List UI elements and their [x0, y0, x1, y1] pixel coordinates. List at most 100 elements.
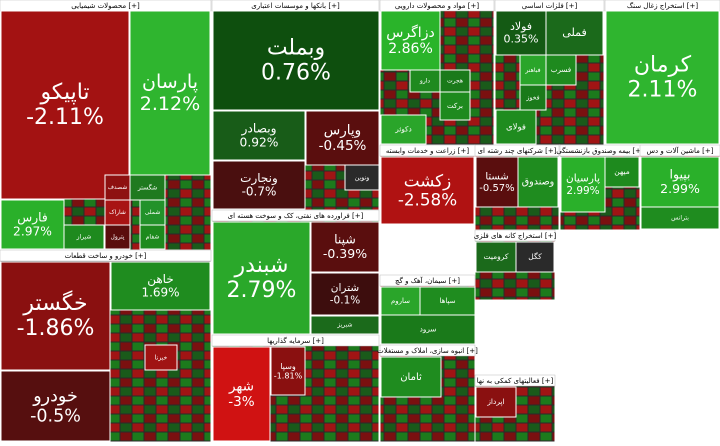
cell	[63, 224, 105, 250]
sector-title: فعالیتهای کمکی به نها [+]	[477, 377, 554, 385]
cell	[0, 199, 65, 250]
cell	[419, 286, 476, 316]
cell-name: فولاد	[510, 20, 532, 33]
cell	[545, 10, 604, 56]
cell-name: سرود	[420, 325, 437, 334]
cell-name: وسپا	[280, 361, 296, 371]
cell	[605, 10, 720, 145]
cell-name: فباهنر	[524, 67, 540, 74]
cell	[380, 356, 442, 398]
sector-title: استخراج کانه های فلزی [+]	[474, 232, 557, 240]
sector-title: بانکها و موسسات اعتباری [+]	[251, 2, 340, 10]
cell	[212, 346, 271, 442]
cell-name: فخوز	[525, 95, 539, 102]
sector-header	[211, 209, 380, 222]
cell-name: میهن	[614, 167, 629, 176]
cell-name: شملی	[145, 209, 160, 216]
cell	[475, 386, 517, 418]
cell	[380, 156, 475, 225]
cell	[475, 241, 517, 273]
cell-name: تاپیکو	[39, 80, 89, 105]
cell	[380, 10, 441, 71]
cell-name: شبندر	[234, 253, 289, 278]
cell-name: بپیوا	[670, 167, 691, 183]
cell-name: کرمان	[634, 52, 692, 77]
cell	[212, 160, 306, 210]
cell-name: شتران	[331, 282, 359, 294]
cell-name: ونوین	[355, 175, 369, 182]
cell-change: -2.58%	[398, 190, 457, 210]
cell-change: -0.5%	[30, 407, 81, 427]
cell	[495, 109, 537, 145]
cell	[310, 315, 380, 335]
cell-change: 2.86%	[388, 41, 433, 57]
cell-name: زکشت	[404, 170, 451, 190]
cell	[310, 221, 380, 273]
cell	[212, 110, 306, 161]
cell-change: -0.57%	[479, 183, 514, 194]
cell-name: کروميت	[484, 252, 509, 261]
cell-change: 0.76%	[261, 61, 331, 86]
sector-title: فلزات اساسی [+]	[522, 2, 578, 10]
cell-name: خگستر	[22, 290, 87, 316]
cell-name: سپاها	[440, 297, 456, 305]
cell	[517, 156, 559, 208]
cell-name: شهر	[228, 379, 254, 395]
cell-change: 0.35%	[504, 33, 539, 46]
cell	[144, 344, 178, 371]
cell	[0, 10, 130, 200]
cell	[270, 346, 306, 396]
sector-title: فراورده های نفتی، کک و سوخت هسته ای [+]	[228, 212, 364, 220]
cell	[439, 91, 471, 121]
cell-name: پارسیان	[566, 173, 600, 185]
cell-change: 2.11%	[628, 78, 698, 103]
cell	[344, 164, 380, 191]
cell	[519, 84, 547, 111]
cell-change: -2.11%	[26, 105, 104, 130]
cell	[129, 10, 211, 176]
cell-change: 2.79%	[227, 278, 297, 303]
sector-title: سرمایه گذاریها [+]	[267, 336, 324, 345]
sector-header	[474, 229, 556, 242]
cell-name: دزاگرس	[386, 24, 434, 41]
cell-name: وپارس	[324, 123, 361, 139]
cell-name: وبصادر	[240, 121, 276, 136]
cell-name: فملی	[562, 26, 586, 39]
cell-name: خاهن	[147, 272, 174, 287]
cell	[212, 221, 311, 335]
sector-title: محصولات شیمیایی [+]	[71, 2, 140, 10]
cell-name: وصندوق	[522, 177, 555, 188]
cell-name: خبرنا	[155, 355, 168, 362]
cell-name: ساروم	[391, 297, 410, 305]
cell-name: شیراز	[76, 234, 92, 241]
cell-change: 2.99%	[660, 181, 700, 196]
cell	[0, 261, 111, 371]
sector-title: زراعت و خدمات وابسته [+]	[386, 147, 469, 155]
sector-title: خودرو و ساخت قطعات [+]	[65, 252, 147, 260]
cell-name: وبملت	[267, 35, 325, 60]
sector-title: مواد و محصولات دارویی [+]	[395, 2, 479, 10]
cell-change: -3%	[228, 394, 255, 410]
cell-name: شستا	[485, 172, 508, 183]
cell-name: شپنا	[334, 232, 356, 247]
cell	[519, 54, 547, 86]
cell-name: هجرت	[447, 78, 463, 85]
cell	[560, 156, 606, 213]
cell-name: شصدف	[108, 184, 128, 191]
cell	[380, 314, 476, 345]
sector-title: بیمه وصندوق بازنشستگی [+]	[556, 146, 644, 155]
sector-title: استخراج زغال سنگ [+]	[627, 1, 699, 10]
cell-name: شگستر	[137, 184, 158, 192]
cell	[0, 370, 111, 442]
sector-header	[0, 249, 212, 262]
cell-name: شفام	[146, 234, 160, 241]
cell-change: -1.81%	[274, 370, 303, 380]
sector-title: انبوه سازی، املاک و مستغلات [+]	[377, 347, 478, 355]
cell	[380, 114, 427, 145]
cell	[310, 272, 380, 316]
cell-name: شبریز	[336, 322, 352, 329]
sector-title: ماشین آلات و دس [+]	[647, 146, 714, 155]
cell-change: -0.45%	[319, 138, 367, 154]
cell-name: پارسان	[142, 71, 198, 93]
